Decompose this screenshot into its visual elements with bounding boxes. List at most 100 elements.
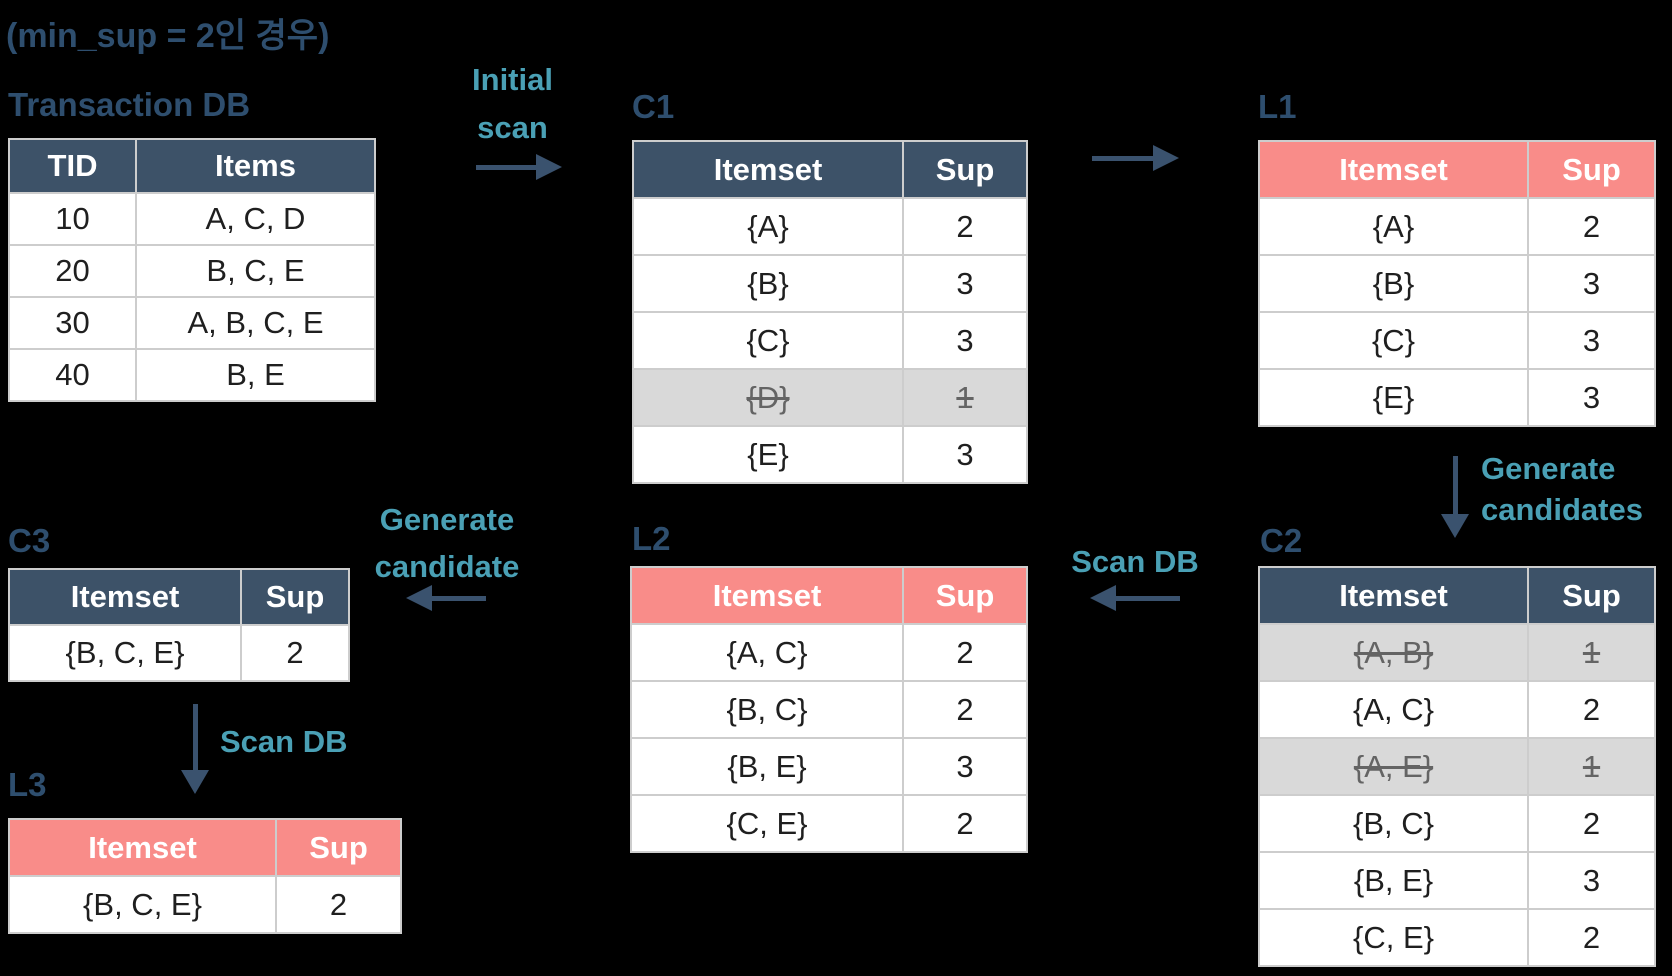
sup-cell: 2	[1527, 197, 1656, 256]
sup-cell: 1	[902, 368, 1028, 427]
col-header-tid: TID	[8, 138, 137, 194]
table-row-pruned: {D} 1	[632, 368, 1028, 427]
table-row: {B, E} 3	[1258, 851, 1656, 910]
itemset-cell: {A}	[632, 197, 904, 256]
arrow-shaft	[192, 704, 198, 772]
sup-cell: 3	[1527, 311, 1656, 370]
sup-cell: 3	[1527, 368, 1656, 427]
itemset-cell: {B}	[1258, 254, 1529, 313]
items-cell: A, C, D	[135, 192, 376, 246]
table-row: 40 B, E	[8, 348, 376, 402]
itemset-cell: {B}	[632, 254, 904, 313]
c1-table: Itemset Sup {A} 2 {B} 3 {C} 3 {D} 1 {E} …	[632, 140, 1028, 484]
table-header-row: Itemset Sup	[632, 140, 1028, 199]
arrow-head	[1090, 585, 1116, 611]
table-row: {B, C, E} 2	[8, 875, 402, 934]
col-header-sup: Sup	[1527, 566, 1656, 625]
table-row: 30 A, B, C, E	[8, 296, 376, 350]
sup-cell: 2	[240, 624, 350, 682]
arrow-head	[406, 585, 432, 611]
table-row: {C} 3	[1258, 311, 1656, 370]
arrow-shaft	[476, 164, 538, 170]
transaction-db-label: Transaction DB	[8, 86, 251, 123]
sup-cell: 2	[902, 680, 1028, 739]
table-header-row: Itemset Sup	[8, 818, 402, 877]
annotation-line: Initial	[472, 62, 553, 97]
table-row: {B} 3	[1258, 254, 1656, 313]
arrow-shaft	[1452, 456, 1458, 516]
annotation-line: Generate	[379, 502, 515, 537]
table-header-row: Itemset Sup	[8, 568, 350, 626]
generate-candidate-annotation: Generate candidate	[368, 496, 526, 590]
itemset-cell: {B, C}	[630, 680, 904, 739]
arrow-shaft	[430, 595, 486, 601]
col-header-sup: Sup	[902, 566, 1028, 625]
table-row: {C, E} 2	[630, 794, 1028, 853]
itemset-cell: {B, C, E}	[8, 624, 242, 682]
table-row: {B, C, E} 2	[8, 624, 350, 682]
c2-label: C2	[1260, 522, 1303, 559]
table-row: {B, C} 2	[630, 680, 1028, 739]
table-row: 10 A, C, D	[8, 192, 376, 246]
c3-table: Itemset Sup {B, C, E} 2	[8, 568, 350, 682]
table-header-row: Itemset Sup	[630, 566, 1028, 625]
col-header-sup: Sup	[275, 818, 402, 877]
col-header-itemset: Itemset	[1258, 140, 1529, 199]
annotation-line: scan	[477, 110, 548, 145]
c3-label: C3	[8, 522, 51, 559]
tid-cell: 20	[8, 244, 137, 298]
table-row: {E} 3	[632, 425, 1028, 484]
annotation-line: candidate	[374, 549, 520, 584]
annotation-line: candidates	[1481, 492, 1643, 527]
itemset-cell: {A, B}	[1258, 623, 1529, 682]
col-header-items: Items	[135, 138, 376, 194]
col-header-itemset: Itemset	[8, 818, 277, 877]
arrow-head	[1153, 145, 1179, 171]
table-row: {A, C} 2	[1258, 680, 1656, 739]
col-header-itemset: Itemset	[632, 140, 904, 199]
sup-cell: 3	[902, 737, 1028, 796]
table-row: {C} 3	[632, 311, 1028, 370]
c1-label: C1	[632, 88, 675, 125]
itemset-cell: {C, E}	[630, 794, 904, 853]
annotation-line: Scan DB	[1071, 544, 1199, 579]
page-title: (min_sup = 2인 경우)	[6, 17, 330, 55]
sup-cell: 2	[902, 623, 1028, 682]
annotation-line: Generate	[1481, 451, 1616, 486]
l2-table: Itemset Sup {A, C} 2 {B, C} 2 {B, E} 3 {…	[630, 566, 1028, 853]
l2-to-c3-arrow-icon	[406, 583, 486, 613]
transaction-db-table: TID Items 10 A, C, D 20 B, C, E 30 A, B,…	[8, 138, 376, 402]
itemset-cell: {A}	[1258, 197, 1529, 256]
col-header-sup: Sup	[1527, 140, 1656, 199]
sup-cell: 3	[1527, 851, 1656, 910]
table-row: {E} 3	[1258, 368, 1656, 427]
items-cell: B, C, E	[135, 244, 376, 298]
arrow-head	[181, 770, 209, 794]
itemset-cell: {B, C, E}	[8, 875, 277, 934]
l3-label: L3	[8, 766, 47, 803]
annotation-line: Scan DB	[220, 724, 348, 759]
table-row: {A, C} 2	[630, 623, 1028, 682]
arrow-shaft	[1114, 595, 1180, 601]
itemset-cell: {E}	[632, 425, 904, 484]
table-header-row: TID Items	[8, 138, 376, 194]
initial-scan-annotation: Initial scan	[420, 56, 605, 152]
itemset-cell: {B, C}	[1258, 794, 1529, 853]
col-header-sup: Sup	[902, 140, 1028, 199]
sup-cell: 3	[902, 425, 1028, 484]
col-header-itemset: Itemset	[8, 568, 242, 626]
items-cell: B, E	[135, 348, 376, 402]
col-header-sup: Sup	[240, 568, 350, 626]
arrow-head	[1441, 514, 1469, 538]
itemset-cell: {B, E}	[1258, 851, 1529, 910]
tid-cell: 10	[8, 192, 137, 246]
initial-scan-arrow-icon	[476, 152, 562, 182]
itemset-cell: {D}	[632, 368, 904, 427]
c1-to-l1-arrow-icon	[1092, 143, 1179, 173]
l1-to-c2-arrow-icon	[1440, 456, 1470, 538]
table-row: {B} 3	[632, 254, 1028, 313]
sup-cell: 2	[902, 794, 1028, 853]
sup-cell: 1	[1527, 737, 1656, 796]
itemset-cell: {C}	[1258, 311, 1529, 370]
